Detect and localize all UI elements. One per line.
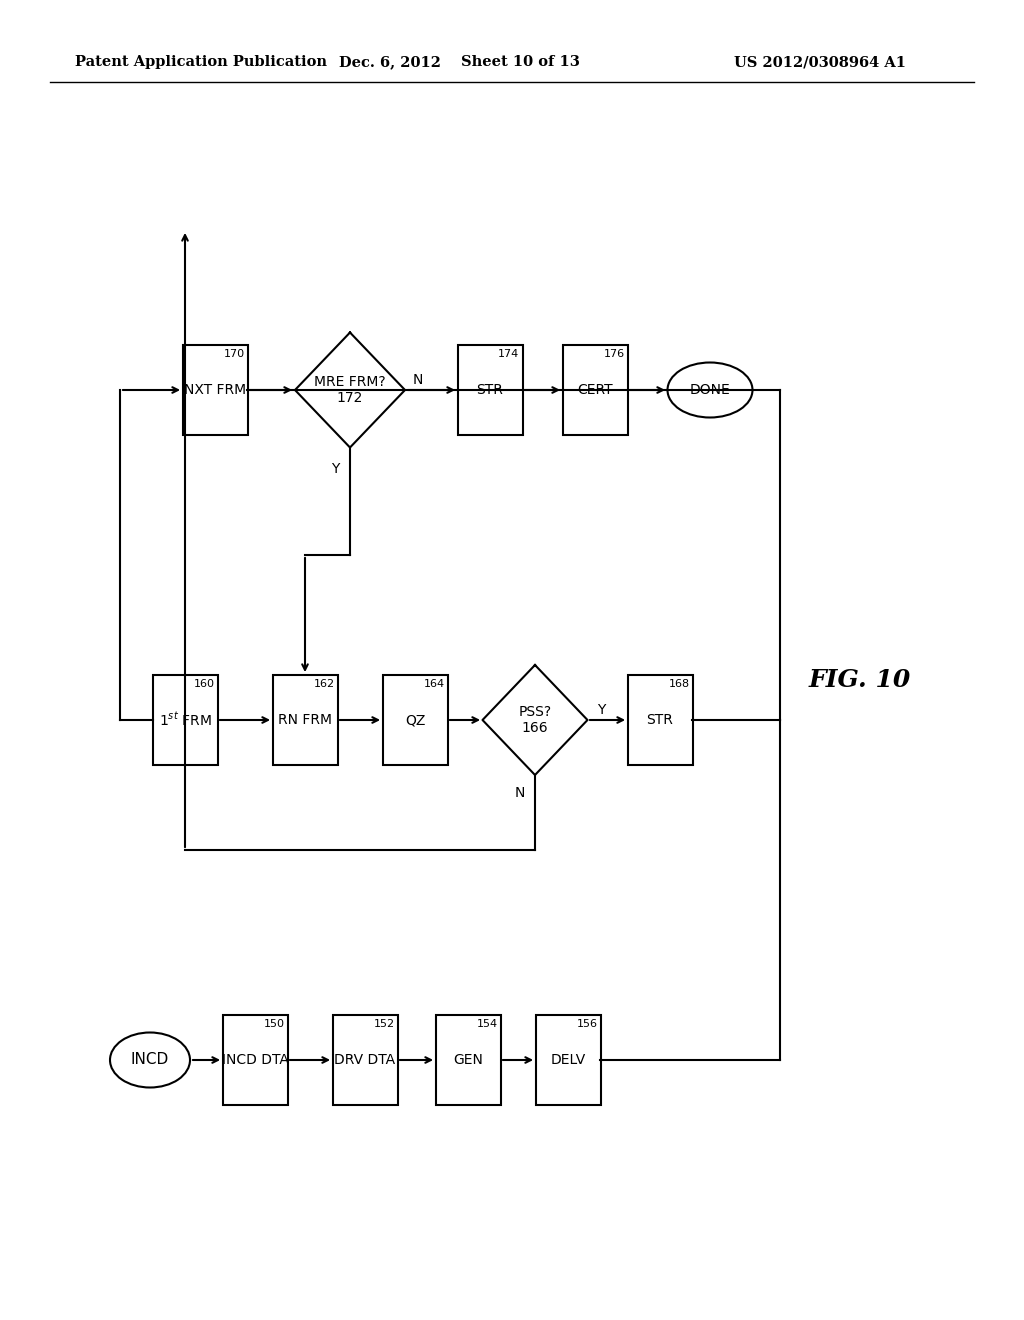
Text: 170: 170 [223,348,245,359]
Text: 154: 154 [476,1019,498,1030]
Bar [272,675,338,766]
Text: FIG. 10: FIG. 10 [809,668,911,692]
Bar [628,675,692,766]
Text: NXT FRM: NXT FRM [184,383,246,397]
Text: INCD: INCD [131,1052,169,1068]
Text: DONE: DONE [689,383,730,397]
Text: STR: STR [476,383,504,397]
Text: 174: 174 [499,348,519,359]
Text: 1$^{st}$ FRM: 1$^{st}$ FRM [159,711,211,729]
Text: STR: STR [646,713,674,727]
Text: GEN: GEN [453,1053,483,1067]
Ellipse shape [668,363,753,417]
Text: 176: 176 [603,348,625,359]
Bar [562,345,628,436]
Text: 152: 152 [374,1019,394,1030]
Text: DRV DTA: DRV DTA [335,1053,395,1067]
Bar [536,1015,600,1105]
Polygon shape [482,665,588,775]
Text: QZ: QZ [404,713,425,727]
Text: 162: 162 [313,678,335,689]
Ellipse shape [110,1032,190,1088]
Bar [383,675,447,766]
Text: Dec. 6, 2012: Dec. 6, 2012 [339,55,441,69]
Text: INCD DTA: INCD DTA [221,1053,289,1067]
Text: Sheet 10 of 13: Sheet 10 of 13 [461,55,580,69]
Text: N: N [515,785,525,800]
Text: Patent Application Publication: Patent Application Publication [75,55,327,69]
Text: 156: 156 [577,1019,597,1030]
Text: RN FRM: RN FRM [278,713,332,727]
Text: 150: 150 [263,1019,285,1030]
Text: US 2012/0308964 A1: US 2012/0308964 A1 [734,55,906,69]
Polygon shape [295,333,406,447]
Bar [182,345,248,436]
Text: Y: Y [597,704,605,717]
Bar [222,1015,288,1105]
Text: 168: 168 [669,678,689,689]
Bar [458,345,522,436]
Text: MRE FRM?
172: MRE FRM? 172 [314,375,386,405]
Text: CERT: CERT [578,383,612,397]
Text: Y: Y [331,462,339,477]
Text: N: N [413,374,423,387]
Text: 160: 160 [194,678,214,689]
Bar [153,675,217,766]
Bar [333,1015,397,1105]
Text: 164: 164 [423,678,444,689]
Text: DELV: DELV [550,1053,586,1067]
Bar [435,1015,501,1105]
Text: PSS?
166: PSS? 166 [518,705,552,735]
